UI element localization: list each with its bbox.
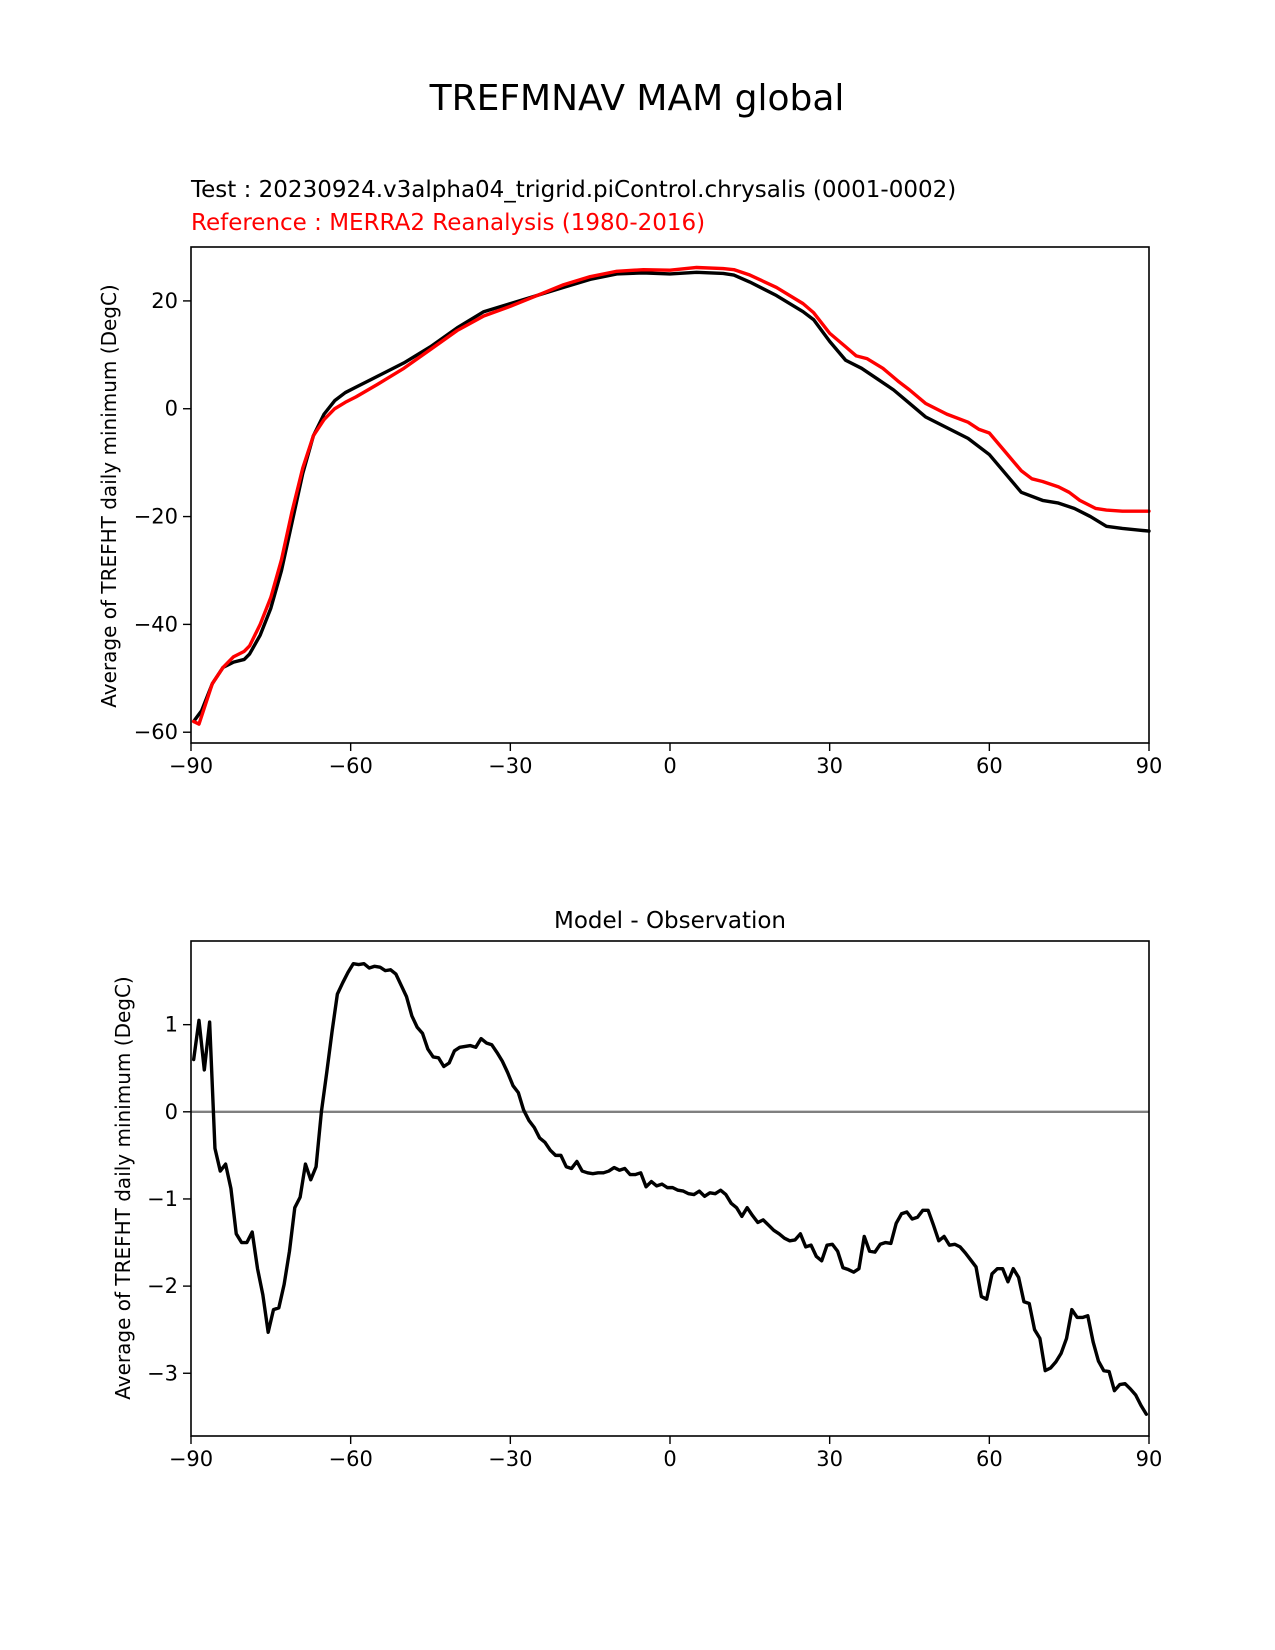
x-tick-label: −60 (329, 1447, 373, 1471)
x-tick-label: −30 (488, 1447, 532, 1471)
y-tick-label: −40 (134, 612, 178, 636)
x-tick-label: 60 (976, 1447, 1003, 1471)
x-tick-label: 90 (1136, 754, 1163, 778)
x-tick-label: −60 (329, 754, 373, 778)
y-tick-label: 1 (165, 1013, 178, 1037)
bottom-ylabel: Average of TREFHT daily minimum (DegC) (111, 976, 135, 1400)
bottom-title: Model - Observation (554, 908, 786, 934)
x-tick-label: 0 (663, 754, 676, 778)
bottom-plot-area: −90 −60 −30 0 30 60 90 1 0 −1 −2 −3 (147, 961, 1163, 1471)
series-line-primary (191, 961, 1149, 1416)
figure-title: TREFMNAV MAM global (429, 78, 845, 119)
y-tick-label: −1 (147, 1187, 178, 1211)
top-plot-area: −90 −60 −30 0 30 60 90 20 0 −20 −40 −60 (134, 265, 1163, 778)
x-tick-label: 30 (816, 754, 843, 778)
y-tick-label: 20 (151, 289, 178, 313)
y-tick-label: −20 (134, 505, 178, 529)
x-tick-label: 90 (1136, 1447, 1163, 1471)
bottom-panel: Model - Observation Average of TREFHT da… (111, 908, 1162, 1471)
x-tick-label: 0 (663, 1447, 676, 1471)
top-axes-frame (190, 246, 1150, 744)
test-label: Test : 20230924.v3alpha04_trigrid.piCont… (190, 177, 956, 203)
x-tick-label: −90 (169, 754, 213, 778)
x-tick-label: 30 (816, 1447, 843, 1471)
y-tick-label: −3 (147, 1361, 178, 1385)
bottom-axes-frame (190, 940, 1150, 1437)
x-tick-label: −30 (488, 754, 532, 778)
series-line-primary (191, 270, 1151, 724)
y-tick-label: −2 (147, 1274, 178, 1298)
series-line-secondary (191, 265, 1151, 726)
y-tick-label: 0 (165, 1100, 178, 1124)
y-tick-label: −60 (134, 720, 178, 744)
top-panel: Test : 20230924.v3alpha04_trigrid.piCont… (97, 177, 1162, 778)
x-tick-label: −90 (169, 1447, 213, 1471)
y-tick-label: 0 (165, 397, 178, 421)
x-tick-label: 60 (976, 754, 1003, 778)
reference-label: Reference : MERRA2 Reanalysis (1980-2016… (191, 210, 705, 236)
top-ylabel: Average of TREFHT daily minimum (DegC) (97, 284, 121, 708)
